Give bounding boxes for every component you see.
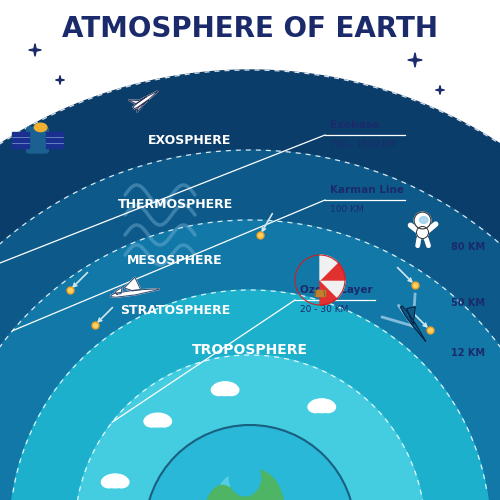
Ellipse shape	[320, 402, 336, 412]
Polygon shape	[0, 150, 500, 500]
Circle shape	[414, 212, 431, 229]
Ellipse shape	[212, 384, 226, 396]
Ellipse shape	[102, 474, 128, 488]
Polygon shape	[436, 86, 444, 94]
Bar	[46, 132, 62, 148]
Text: Ozone Layer: Ozone Layer	[300, 285, 372, 295]
Text: THERMOSPHERE: THERMOSPHERE	[118, 198, 232, 211]
Text: 50 KM: 50 KM	[451, 298, 485, 308]
Polygon shape	[114, 287, 122, 294]
Polygon shape	[10, 290, 490, 500]
Polygon shape	[137, 100, 148, 112]
Text: Exobase: Exobase	[330, 120, 379, 130]
Ellipse shape	[308, 402, 323, 412]
Ellipse shape	[219, 472, 271, 500]
Ellipse shape	[212, 382, 238, 396]
Text: STRATOSPHERE: STRATOSPHERE	[120, 304, 230, 316]
FancyBboxPatch shape	[26, 127, 48, 153]
Polygon shape	[0, 220, 500, 500]
Polygon shape	[111, 289, 159, 298]
Text: 80 KM: 80 KM	[451, 242, 485, 252]
Polygon shape	[75, 355, 425, 500]
Text: 20 - 30 KM: 20 - 30 KM	[300, 305, 348, 314]
Ellipse shape	[146, 413, 171, 427]
Polygon shape	[133, 90, 158, 109]
Ellipse shape	[144, 416, 159, 427]
Ellipse shape	[156, 416, 172, 427]
Wedge shape	[320, 280, 345, 297]
Circle shape	[145, 425, 355, 500]
Polygon shape	[128, 97, 146, 104]
Ellipse shape	[102, 476, 116, 488]
Polygon shape	[56, 76, 64, 84]
Bar	[12, 132, 29, 148]
Ellipse shape	[309, 399, 334, 412]
Ellipse shape	[420, 216, 428, 224]
Text: EXOSPHERE: EXOSPHERE	[148, 134, 232, 146]
Text: ATMOSPHERE OF EARTH: ATMOSPHERE OF EARTH	[62, 15, 438, 43]
Polygon shape	[28, 44, 42, 57]
Ellipse shape	[416, 226, 428, 238]
Text: 12 KM: 12 KM	[451, 348, 485, 358]
Wedge shape	[320, 262, 345, 280]
Polygon shape	[407, 306, 416, 324]
Ellipse shape	[204, 486, 241, 500]
Text: 100 KM: 100 KM	[330, 205, 364, 214]
Polygon shape	[145, 425, 355, 500]
Polygon shape	[124, 277, 140, 291]
Text: TROPOSPHERE: TROPOSPHERE	[192, 343, 308, 357]
Text: 700 - 1000 KM: 700 - 1000 KM	[330, 140, 396, 149]
Ellipse shape	[224, 384, 239, 396]
Ellipse shape	[229, 459, 261, 496]
Polygon shape	[400, 306, 425, 341]
Polygon shape	[0, 70, 500, 500]
Ellipse shape	[34, 123, 47, 132]
Text: Karman Line: Karman Line	[330, 185, 404, 195]
Wedge shape	[320, 280, 338, 305]
Ellipse shape	[114, 476, 129, 488]
Polygon shape	[408, 53, 422, 67]
Ellipse shape	[226, 470, 284, 500]
Bar	[315, 290, 325, 296]
Text: MESOSPHERE: MESOSPHERE	[127, 254, 223, 266]
Wedge shape	[320, 255, 338, 280]
